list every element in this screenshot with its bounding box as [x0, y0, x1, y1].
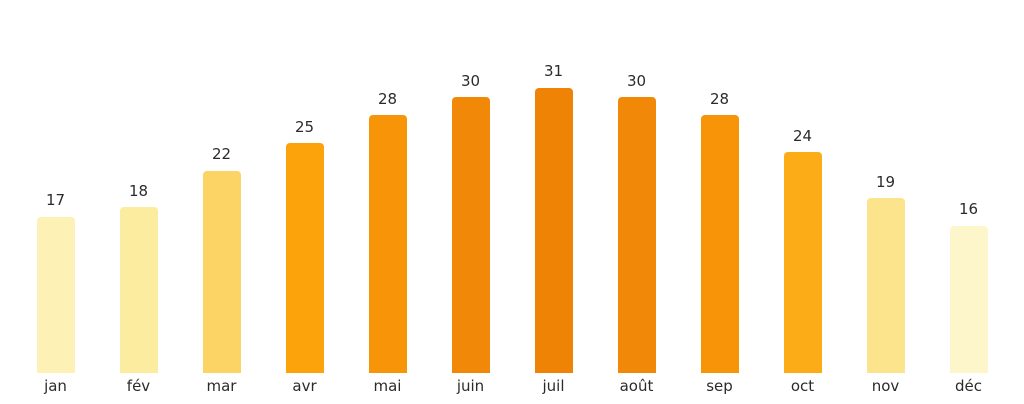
bar-column: 24: [761, 0, 844, 373]
bar-value-label: 22: [211, 145, 232, 164]
bar: [119, 207, 158, 373]
bar-column: 16: [927, 0, 1010, 373]
plot-area: 17 18 22 25 28 30 31 30 28 24 19 16: [14, 0, 1010, 373]
bar-value-label: 17: [45, 191, 66, 210]
x-axis-label: nov: [871, 377, 900, 395]
bar-value-label: 30: [460, 71, 481, 90]
bar-column: 28: [346, 0, 429, 373]
x-axis-label: mai: [373, 377, 402, 395]
bar-value-label: 18: [128, 181, 149, 200]
x-axis-label: avr: [292, 377, 317, 395]
bar: [36, 216, 75, 373]
bar-value-label: 16: [958, 200, 979, 219]
x-axis-label: juin: [456, 377, 485, 395]
bar-value-label: 24: [792, 126, 813, 145]
bar: [866, 198, 905, 373]
x-axis-label: sep: [706, 377, 733, 395]
bar-value-label: 31: [543, 62, 564, 81]
x-axis-label: mar: [206, 377, 237, 395]
bar-column: 28: [678, 0, 761, 373]
bar-column: 17: [14, 0, 97, 373]
x-axis-label: fév: [126, 377, 151, 395]
bar-column: 25: [263, 0, 346, 373]
bar-value-label: 28: [377, 89, 398, 108]
x-axis-label: oct: [790, 377, 815, 395]
bar: [617, 97, 656, 373]
bar: [949, 225, 988, 373]
bar-value-label: 30: [626, 71, 647, 90]
bar-column: 31: [512, 0, 595, 373]
bar: [700, 115, 739, 373]
bar-value-label: 25: [294, 117, 315, 136]
bar-value-label: 28: [709, 89, 730, 108]
bar: [285, 143, 324, 373]
bar-column: 30: [429, 0, 512, 373]
x-axis-label: août: [619, 377, 654, 395]
bar-column: 19: [844, 0, 927, 373]
bar-column: 30: [595, 0, 678, 373]
x-axis-label: jan: [44, 377, 67, 395]
bar-column: 22: [180, 0, 263, 373]
bar: [783, 152, 822, 373]
bar: [451, 97, 490, 373]
x-axis-label: déc: [955, 377, 982, 395]
bar-column: 18: [97, 0, 180, 373]
bar: [368, 115, 407, 373]
bar-value-label: 19: [875, 172, 896, 191]
x-axis: jan fév mar avr mai juin juil août sep oct nov déc: [0, 373, 1024, 404]
bar: [202, 170, 241, 373]
bar: [534, 87, 573, 373]
x-axis-label: juil: [542, 377, 565, 395]
